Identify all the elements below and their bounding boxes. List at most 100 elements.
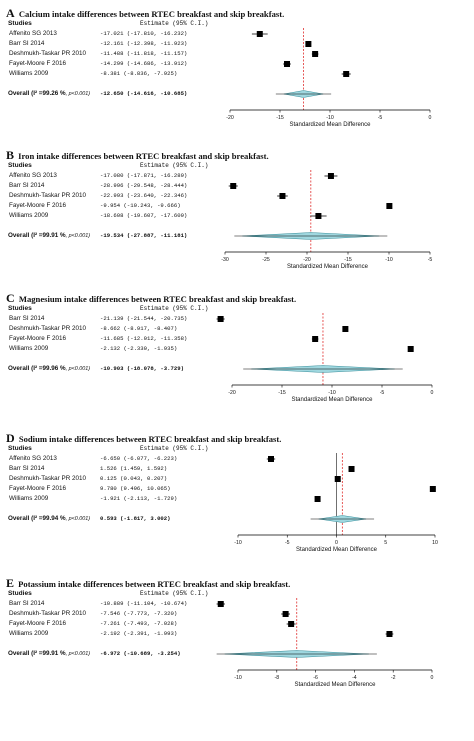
x-tick-label: -8 <box>274 675 279 681</box>
study-estimate: -1.921 (-2.113, -1.729) <box>100 495 178 502</box>
panel-letter: E <box>6 576 15 590</box>
overall-estimate: -12.650 (-14.616, -10.685) <box>100 90 188 97</box>
x-tick-label: -15 <box>344 257 352 263</box>
x-axis-label: Standardized Mean Difference <box>290 122 372 128</box>
overall-label-text: Overall (I² =99.91 % <box>8 232 66 239</box>
studies-header: Studies <box>8 305 32 312</box>
study-estimate: -2.132 (-2.330, -1.935) <box>100 345 178 352</box>
forest-plot-area: -10 -5 0 5 10 Standardized Mean Difference <box>234 453 438 553</box>
study-point <box>284 61 291 67</box>
panel-title: B Iron intake differences between RTEC b… <box>6 148 269 163</box>
study-name: Williams 2009 <box>9 212 49 219</box>
x-tick-label: -10 <box>385 257 393 263</box>
x-tick-label: -30 <box>221 257 229 263</box>
study-point <box>429 486 436 492</box>
study-name: Affenito SG 2013 <box>9 172 57 179</box>
study-point <box>305 41 312 47</box>
x-tick-label: 5 <box>384 540 387 546</box>
panel-title-text: Iron intake differences between RTEC bre… <box>18 151 269 161</box>
studies-header: Studies <box>8 162 32 169</box>
study-name: Barr SI 2014 <box>9 600 45 607</box>
forest-panel-d: D Sodium intake differences between RTEC… <box>0 431 474 571</box>
study-name: Fayet-Moore F 2016 <box>9 202 67 209</box>
overall-label: Overall (I² =99.91 %, p<0.001) <box>8 232 90 239</box>
panel-letter: C <box>6 291 15 305</box>
x-tick-label: 0 <box>335 540 338 546</box>
study-estimate: -12.161 (-12.398, -11.923) <box>100 40 188 47</box>
forest-plot-area: -20 -15 -10 -5 0 Standardized Mean Difference <box>216 313 434 403</box>
x-tick-label: -5 <box>428 257 433 263</box>
x-tick-label: -10 <box>234 675 242 681</box>
overall-estimate: 0.593 (-1.817, 3.002) <box>100 515 171 522</box>
overall-estimate: -10.903 (-18.078, -3.729) <box>100 365 184 372</box>
studies-header: Studies <box>8 20 32 27</box>
study-estimate: -6.650 (-6.077, -6.223) <box>100 455 178 462</box>
panel-letter: A <box>6 6 15 20</box>
x-tick-label: -6 <box>313 675 318 681</box>
study-estimate: -17.080 (-17.871, -16.289) <box>100 172 188 179</box>
x-tick-label: -2 <box>391 675 396 681</box>
overall-label-text: Overall (I² =99.91 % <box>8 650 66 657</box>
panel-title-text: Potassium intake differences between RTE… <box>18 579 291 589</box>
x-tick-label: 0 <box>431 390 434 396</box>
study-point <box>348 466 355 472</box>
x-axis-label: Standardized Mean Difference <box>287 264 369 270</box>
study-name: Deshmukh-Taskar PR 2010 <box>9 475 86 482</box>
panel-title: A Calcium intake differences between RTE… <box>6 6 284 21</box>
study-estimate: -18.608 (-19.607, -17.609) <box>100 212 188 219</box>
study-estimate: -7.546 (-7.773, -7.320) <box>100 610 178 617</box>
x-tick-label: -5 <box>285 540 290 546</box>
panel-letter: B <box>6 148 15 162</box>
study-estimate: 0.125 (0.043, 0.207) <box>100 475 168 482</box>
x-tick-label: -25 <box>262 257 270 263</box>
x-tick-label: -20 <box>228 390 236 396</box>
overall-p-value: , p<0.001) <box>65 91 91 97</box>
study-point <box>217 316 224 322</box>
x-tick-label: -15 <box>278 390 286 396</box>
study-point <box>386 203 393 209</box>
panel-title-text: Sodium intake differences between RTEC b… <box>18 434 282 444</box>
study-name: Williams 2009 <box>9 70 49 77</box>
studies-header: Studies <box>8 590 32 597</box>
overall-label: Overall (I² =99.26 %, p<0.001) <box>8 90 90 97</box>
forest-panel-b: B Iron intake differences between RTEC b… <box>0 148 474 288</box>
x-tick-label: -4 <box>352 675 357 681</box>
study-point <box>230 183 237 189</box>
study-point <box>256 31 263 37</box>
study-point <box>315 213 322 219</box>
study-point <box>312 336 319 342</box>
panel-title: D Sodium intake differences between RTEC… <box>6 431 281 446</box>
panel-title-text: Magnesium intake differences between RTE… <box>18 294 297 304</box>
study-estimate: -7.261 (-7.493, -7.028) <box>100 620 178 627</box>
forest-plot-area: -30 -25 -20 -15 -10 -5 Standardized Mean Diffe… <box>221 170 433 270</box>
study-point <box>407 346 414 352</box>
study-name: Williams 2009 <box>9 630 49 637</box>
x-axis-label: Standardized Mean Difference <box>292 397 374 403</box>
study-name: Williams 2009 <box>9 345 49 352</box>
study-name: Fayet-Moore F 2016 <box>9 335 67 342</box>
x-tick-label: 0 <box>431 675 434 681</box>
panel-title: E Potassium intake differences between R… <box>6 576 290 591</box>
study-point <box>267 456 274 462</box>
study-estimate: -17.021 (-17.810, -16.232) <box>100 30 188 37</box>
study-point <box>386 631 393 637</box>
x-tick-label: -20 <box>226 115 234 121</box>
study-estimate: -22.993 (-23.640, -22.346) <box>100 192 188 199</box>
study-name: Fayet-Moore F 2016 <box>9 620 67 627</box>
forest-plot-area: -20 -15 -10 -5 0 Standardized Mean Difference <box>226 28 432 128</box>
estimate-header: Estimate (95% C.I.) <box>140 20 209 27</box>
estimate-header: Estimate (95% C.I.) <box>140 590 209 597</box>
panel-letter: D <box>6 431 15 445</box>
study-name: Affenito SG 2013 <box>9 30 57 37</box>
study-name: Barr SI 2014 <box>9 182 45 189</box>
study-estimate: -11.685 (-12.012, -11.358) <box>100 335 188 342</box>
x-tick-label: -15 <box>276 115 284 121</box>
study-estimate: -28.996 (-29.548, -28.444) <box>100 182 188 189</box>
study-estimate: -8.662 (-8.917, -8.407) <box>100 325 178 332</box>
study-name: Affenito SG 2013 <box>9 455 57 462</box>
study-estimate: -8.381 (-8.836, -7.925) <box>100 70 178 77</box>
estimate-header: Estimate (95% C.I.) <box>140 305 209 312</box>
x-tick-label: -20 <box>303 257 311 263</box>
overall-p-value: , p<0.001) <box>65 233 91 239</box>
x-axis-label: Standardized Mean Difference <box>295 682 377 688</box>
